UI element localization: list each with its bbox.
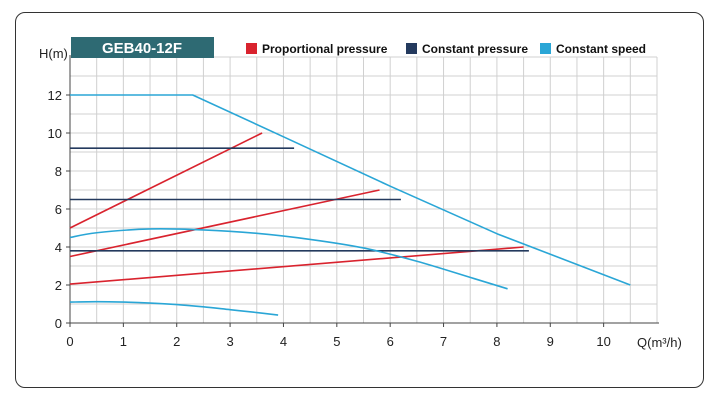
grid — [70, 56, 658, 323]
x-tick-label: 7 — [440, 334, 447, 349]
series-lines — [69, 94, 631, 316]
y-tick-label: 10 — [48, 126, 62, 141]
y-tick-label: 6 — [55, 202, 62, 217]
legend-label-proportional-pressure: Proportional pressure — [262, 42, 388, 56]
y-tick-label: 8 — [55, 164, 62, 179]
y-tick-label: 4 — [55, 240, 62, 255]
x-tick-label: 9 — [547, 334, 554, 349]
x-tick-label: 1 — [120, 334, 127, 349]
y-tick-label: 12 — [48, 88, 62, 103]
series-line-proportional-pressure — [69, 246, 524, 285]
x-tick-label: 2 — [173, 334, 180, 349]
legend-label-constant-pressure: Constant pressure — [422, 42, 528, 56]
x-tick-label: 4 — [280, 334, 287, 349]
y-axis-title: H(m) — [39, 46, 68, 61]
legend-swatch-constant-speed — [540, 43, 551, 54]
chart-title: GEB40-12F — [102, 40, 182, 57]
legend-label-constant-speed: Constant speed — [556, 42, 646, 56]
legend-swatch-constant-pressure — [406, 43, 417, 54]
series-line-constant-speed — [69, 300, 279, 316]
series-line-proportional-pressure — [69, 132, 263, 229]
series-line-constant-speed — [70, 94, 631, 286]
y-tick-label: 0 — [55, 316, 62, 331]
series-line-proportional-pressure — [69, 189, 380, 258]
model-badge: GEB40-12F — [71, 37, 214, 58]
series-line-constant-speed — [69, 227, 508, 290]
x-tick-label: 8 — [493, 334, 500, 349]
y-tick-label: 2 — [55, 278, 62, 293]
x-tick-label: 6 — [387, 334, 394, 349]
model-badge-background — [71, 37, 214, 58]
x-tick-label: 3 — [226, 334, 233, 349]
chart-frame — [15, 12, 704, 388]
legend: Proportional pressure Constant pressure … — [246, 42, 646, 56]
axes — [69, 55, 659, 324]
x-tick-label: 5 — [333, 334, 340, 349]
x-tick-label: 10 — [596, 334, 610, 349]
x-tick-label: 0 — [66, 334, 73, 349]
x-axis-title: Q(m³/h) — [637, 335, 682, 350]
legend-swatch-proportional-pressure — [246, 43, 257, 54]
